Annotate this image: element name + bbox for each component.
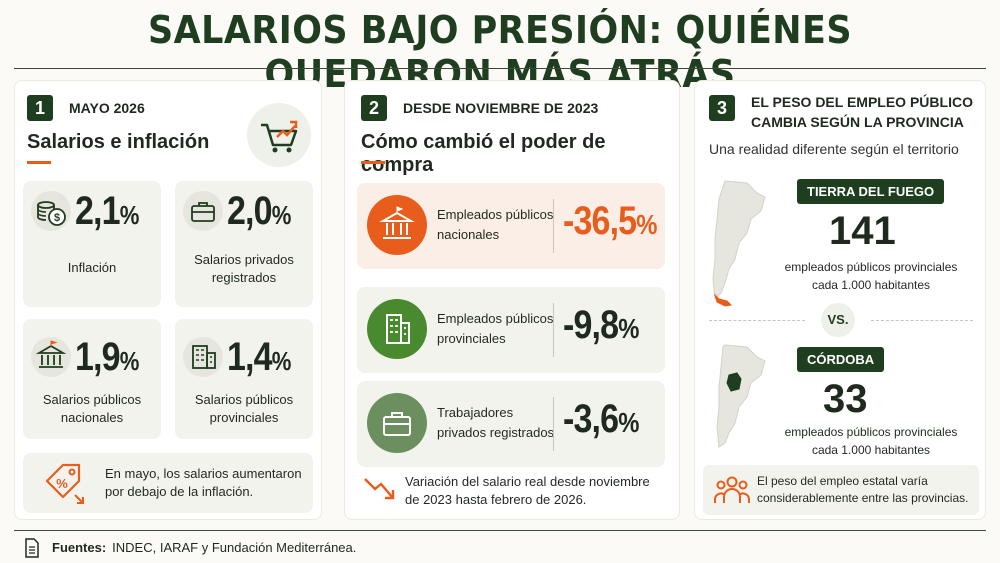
row-label: Empleados públicos provinciales — [437, 311, 554, 346]
stat-value: 2,0% — [227, 189, 291, 233]
sources-label: Fuentes: — [52, 540, 107, 555]
footer-divider — [14, 530, 986, 531]
panel-kicker: DESDE NOVIEMBRE DE 2023 — [403, 100, 599, 116]
title-divider — [14, 68, 986, 69]
region-value: 33 — [823, 377, 868, 421]
panel-number-badge: 1 — [27, 95, 53, 121]
panel-subtitle: Una realidad diferente según el territor… — [709, 141, 959, 157]
government-building-icon — [367, 195, 427, 255]
heading-underline — [27, 161, 51, 164]
heading-underline — [361, 161, 385, 164]
panel-number-badge: 3 — [709, 95, 735, 121]
panel-kicker: EL PESO DEL EMPLEO PÚBLICO CAMBIA SEGÚN … — [751, 94, 973, 130]
stat-label: Salarios públicos nacionales — [42, 392, 142, 425]
divider-right — [871, 320, 973, 321]
row-value: -3,6% — [563, 397, 639, 441]
row-value: -36,5% — [563, 199, 657, 243]
svg-text:%: % — [56, 476, 68, 491]
row-national-public-employees: Empleados públicos nacionales -36,5% — [357, 183, 665, 269]
region-description: empleados públicos provinciales cada 1.0… — [784, 425, 958, 457]
row-divider — [553, 397, 554, 451]
panel-kicker: MAYO 2026 — [69, 100, 145, 116]
people-group-icon — [713, 473, 751, 507]
price-tag-icon: % — [41, 461, 91, 507]
stat-value: 1,4% — [227, 335, 291, 379]
page-title: SALARIOS BAJO PRESIÓN: QUIÉNES QUEDARON … — [147, 8, 853, 96]
note-card: % En mayo, los salarios aumentaron por d… — [23, 453, 313, 513]
stat-label: Salarios privados registrados — [194, 252, 294, 285]
document-icon — [24, 538, 40, 558]
panel-heading: Cómo cambió el poder de compra — [361, 131, 606, 176]
vs-label: VS. — [821, 303, 855, 337]
region-value: 141 — [829, 209, 896, 253]
row-private-workers: Trabajadores privados registrados -3,6% — [357, 381, 665, 467]
row-divider — [553, 199, 554, 253]
coins-icon: $ — [31, 191, 71, 231]
row-provincial-public-employees: Empleados públicos provinciales -9,8% — [357, 287, 665, 373]
briefcase-icon — [367, 393, 427, 453]
note-card: El peso del empleo estatal varía conside… — [703, 465, 979, 515]
sources-line: Fuentes: INDEC, IARAF y Fundación Mediter… — [52, 540, 356, 555]
panel-public-employment-provinces: 3 EL PESO DEL EMPLEO PÚBLICO CAMBIA SEGÚ… — [694, 80, 986, 520]
panel-number-badge: 2 — [361, 95, 387, 121]
stat-card-private-salaries: 2,0% Salarios privados registrados — [175, 181, 313, 307]
row-value: -9,8% — [563, 303, 639, 347]
panel-purchasing-power: 2 DESDE NOVIEMBRE DE 2023 Cómo cambió el… — [344, 80, 680, 520]
stat-card-provincial-public-salaries: 1,4% Salarios públicos provinciales — [175, 319, 313, 439]
stat-label: Salarios públicos provinciales — [194, 392, 294, 425]
panel-salaries-inflation: 1 MAYO 2026 Salarios e inflación $ 2,1% … — [14, 80, 322, 520]
argentina-map-cordoba — [705, 341, 775, 459]
footnote: Variación del salario real desde noviemb… — [405, 474, 650, 507]
stat-label: Inflación — [67, 260, 117, 275]
note-text: El peso del empleo estatal varía conside… — [757, 474, 969, 505]
trend-down-icon — [363, 475, 397, 505]
sources-text: INDEC, IARAF y Fundación Mediterránea. — [112, 540, 357, 555]
shopping-cart-icon — [247, 103, 311, 167]
row-divider — [553, 303, 554, 357]
office-building-icon — [367, 299, 427, 359]
region-label: CÓRDOBA — [797, 347, 885, 372]
region-label: TIERRA DEL FUEGO — [797, 179, 945, 204]
divider-left — [709, 320, 805, 321]
stat-card-national-public-salaries: 1,9% Salarios públicos nacionales — [23, 319, 161, 439]
stat-value: 1,9% — [75, 335, 139, 379]
government-building-icon — [31, 337, 71, 377]
stat-value: 2,1% — [75, 189, 139, 233]
briefcase-icon — [183, 191, 223, 231]
svg-text:$: $ — [54, 212, 60, 224]
region-description: empleados públicos provinciales cada 1.0… — [784, 260, 958, 292]
panel-heading: Salarios e inflación — [27, 131, 210, 153]
stat-card-inflation: $ 2,1% Inflación — [23, 181, 161, 307]
row-label: Trabajadores privados registrados — [437, 405, 555, 440]
office-building-icon — [183, 337, 223, 377]
row-label: Empleados públicos nacionales — [437, 207, 554, 242]
argentina-map-tierra-del-fuego — [705, 177, 775, 309]
note-text: En mayo, los salarios aumentaron por deb… — [105, 466, 302, 499]
